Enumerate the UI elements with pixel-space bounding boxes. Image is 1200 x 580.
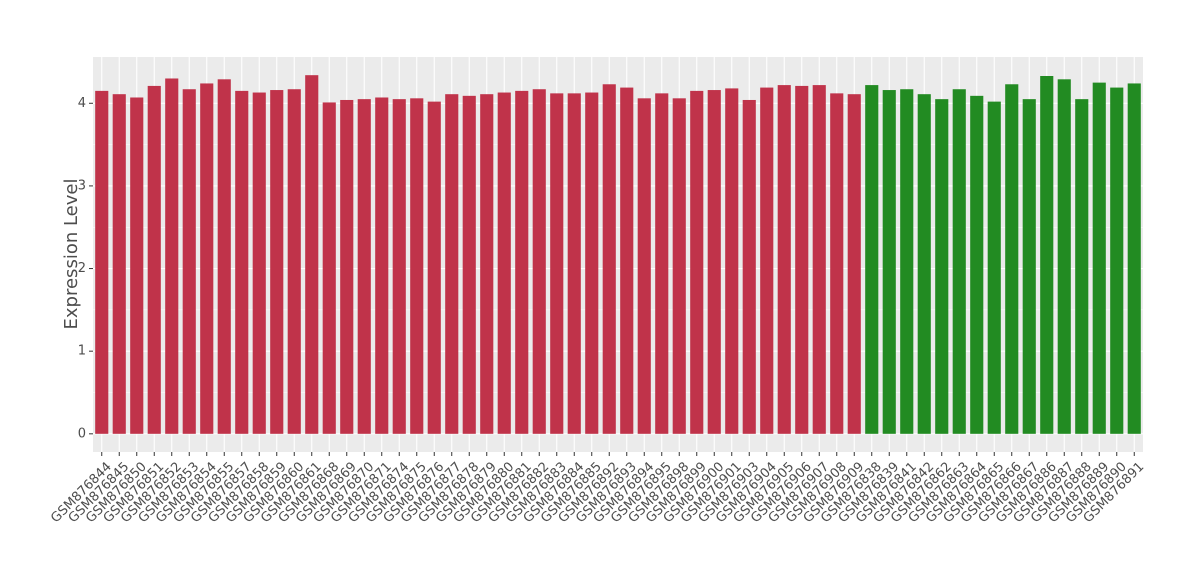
y-axis-title: Expression Level — [61, 179, 82, 330]
y-tick-label: 0 — [78, 426, 86, 441]
bar — [655, 93, 669, 434]
bar — [1092, 82, 1106, 434]
bar — [1040, 76, 1054, 434]
bar — [1127, 83, 1141, 434]
bar — [357, 99, 371, 434]
bar — [917, 94, 931, 434]
bar — [410, 98, 424, 434]
bar — [882, 90, 896, 434]
bar — [515, 90, 529, 434]
bar — [742, 99, 756, 434]
bar — [725, 88, 739, 434]
bar — [952, 89, 966, 434]
bar — [760, 87, 774, 434]
y-tick-label: 2 — [78, 261, 86, 276]
bar — [200, 83, 214, 434]
bar — [252, 92, 266, 434]
bar — [1110, 87, 1124, 434]
bar — [112, 94, 126, 434]
bar — [287, 89, 301, 434]
bar — [427, 101, 441, 434]
bar — [812, 85, 826, 434]
bar — [235, 90, 249, 434]
bar — [550, 93, 564, 434]
bar — [322, 102, 336, 434]
y-tick-label: 4 — [78, 96, 86, 111]
bar — [847, 94, 861, 434]
bar — [1075, 99, 1089, 434]
bar — [795, 85, 809, 434]
bar — [1057, 79, 1071, 434]
bar — [182, 89, 196, 434]
bar — [865, 85, 879, 434]
bar — [585, 92, 599, 434]
bar — [620, 87, 634, 434]
bar — [340, 99, 354, 434]
bar — [1005, 84, 1019, 434]
bar — [497, 92, 511, 434]
y-tick-label: 1 — [78, 344, 86, 359]
bar — [1022, 99, 1036, 434]
bar — [445, 94, 459, 434]
bar — [270, 90, 284, 434]
bar — [935, 99, 949, 434]
plot-panel — [93, 57, 1143, 452]
bar — [95, 90, 109, 434]
bar — [900, 89, 914, 434]
bar — [532, 89, 546, 434]
bar — [602, 84, 616, 434]
bar — [392, 99, 406, 434]
bar — [147, 85, 161, 434]
bar — [567, 93, 581, 434]
bar — [305, 75, 319, 434]
bar — [707, 90, 721, 434]
bar — [777, 85, 791, 434]
bar — [970, 95, 984, 434]
bar — [217, 79, 231, 434]
bar — [690, 90, 704, 434]
bar — [130, 97, 144, 434]
bar — [830, 93, 844, 434]
bar — [165, 78, 179, 434]
bar — [637, 98, 651, 434]
bar — [480, 94, 494, 434]
bar — [462, 95, 476, 434]
y-tick-label: 3 — [78, 178, 86, 193]
bar — [987, 101, 1001, 434]
bar — [375, 97, 389, 434]
bar — [672, 98, 686, 434]
